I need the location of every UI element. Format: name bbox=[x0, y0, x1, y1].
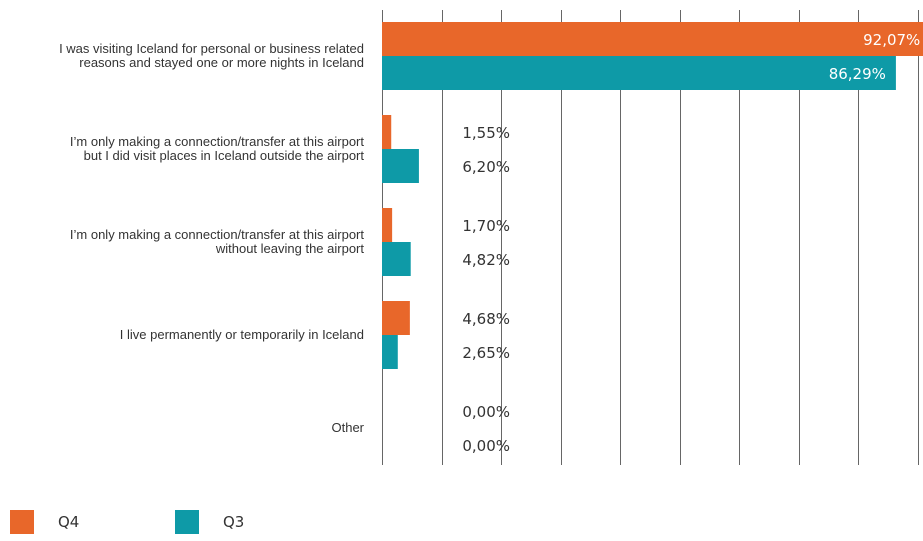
legend-label-q3: Q3 bbox=[223, 513, 245, 531]
bar-q3 bbox=[382, 56, 896, 90]
legend-item-q4: Q4 bbox=[10, 510, 79, 534]
bar-q4 bbox=[382, 22, 923, 56]
category-label: Other bbox=[331, 420, 364, 435]
category-label: I’m only making a connection/transfer at… bbox=[70, 227, 364, 256]
category-label: I’m only making a connection/transfer at… bbox=[70, 134, 364, 163]
category-label: I was visiting Iceland for personal or b… bbox=[59, 41, 364, 70]
data-label-q4: 92,07% bbox=[863, 31, 920, 49]
bar-q4 bbox=[382, 208, 393, 242]
data-label-q3: 4,82% bbox=[462, 251, 510, 269]
bar-q4 bbox=[382, 301, 410, 335]
chart-area: I was visiting Iceland for personal or b… bbox=[59, 10, 923, 465]
legend-swatch-q3 bbox=[175, 510, 199, 534]
data-label-q4: 0,00% bbox=[462, 403, 510, 421]
legend-swatch-q4 bbox=[10, 510, 34, 534]
data-label-q3: 2,65% bbox=[462, 344, 510, 362]
bar-q3 bbox=[382, 242, 411, 276]
bar-q3 bbox=[382, 335, 398, 369]
bar-q4 bbox=[382, 115, 392, 149]
legend-item-q3: Q3 bbox=[175, 510, 244, 534]
bars bbox=[382, 22, 923, 369]
data-label-q4: 1,70% bbox=[462, 217, 510, 235]
data-label-q4: 4,68% bbox=[462, 310, 510, 328]
bar-q3 bbox=[382, 149, 419, 183]
legend-label-q4: Q4 bbox=[58, 513, 80, 531]
data-label-q4: 1,55% bbox=[462, 124, 510, 142]
data-label-q3: 6,20% bbox=[462, 158, 510, 176]
data-label-q3: 0,00% bbox=[462, 437, 510, 455]
labels: I was visiting Iceland for personal or b… bbox=[59, 31, 920, 455]
data-label-q3: 86,29% bbox=[829, 65, 886, 83]
category-label: I live permanently or temporarily in Ice… bbox=[120, 327, 364, 342]
